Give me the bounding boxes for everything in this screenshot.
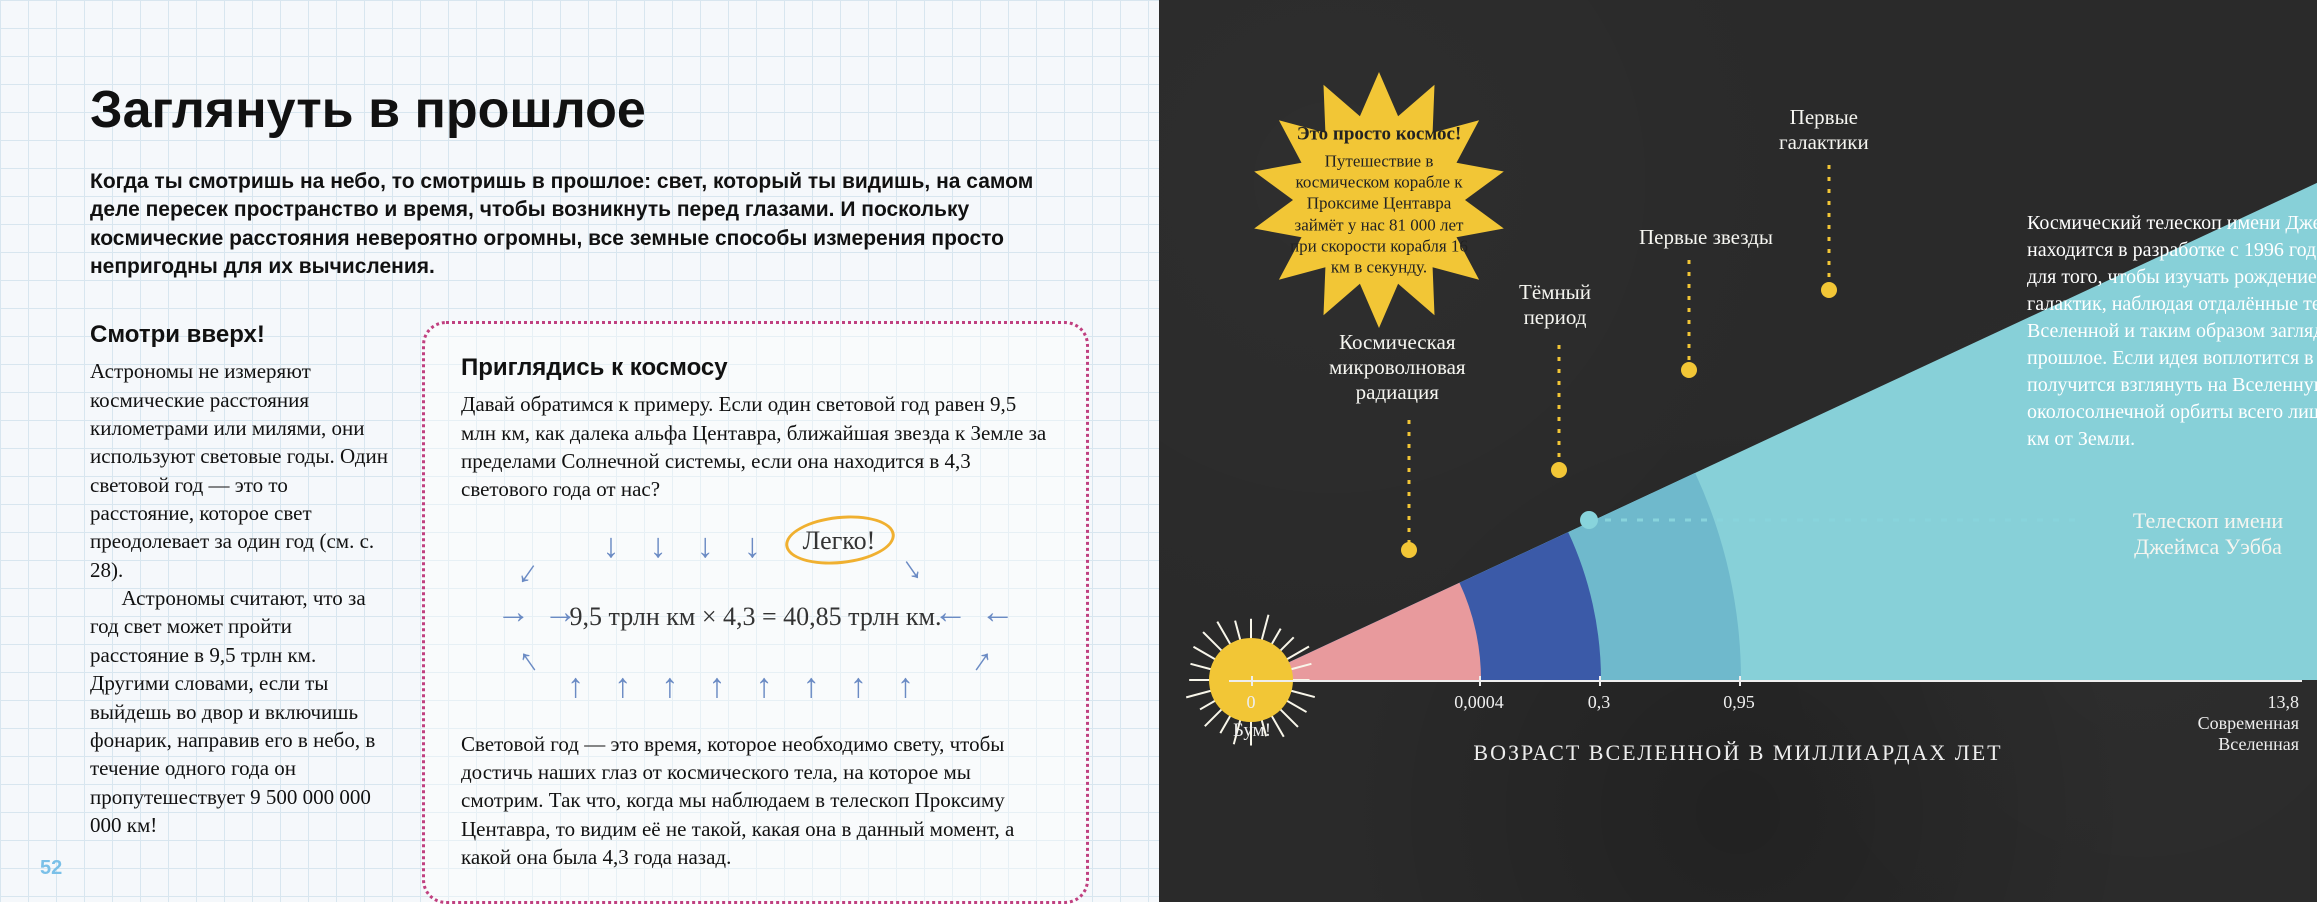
- axis-tick-label: 0,3: [1588, 692, 1611, 713]
- right-page: Первые галактики Первые звезды Тёмный пе…: [1159, 0, 2317, 902]
- axis-tick: [1739, 676, 1741, 686]
- arrow-icon: ↑: [803, 668, 820, 706]
- arrow-icon: ↑: [511, 640, 547, 681]
- arrow-icon: ↓: [602, 528, 619, 566]
- page-number: 52: [40, 857, 62, 880]
- arrow-icon: ↑: [756, 668, 773, 706]
- leader-dot-icon: [1681, 362, 1697, 378]
- space-box: Приглядись к космосу Давай обратимся к п…: [422, 321, 1089, 904]
- arrow-icon: ←: [981, 594, 1015, 632]
- column-right: Приглядись к космосу Давай обратимся к п…: [422, 321, 1089, 904]
- look-up-p2: Астрономы считают, что за год свет может…: [90, 584, 390, 839]
- webb-pointer-dot-icon: [1580, 511, 1598, 529]
- arrow-icon: ←: [934, 594, 968, 632]
- space-p2: Световой год — это время, которое необхо…: [461, 730, 1050, 872]
- look-up-heading: Смотри вверх!: [90, 321, 390, 349]
- label-dark-period: Тёмный период: [1519, 280, 1591, 330]
- starburst-text: Это просто космос! Путешествие в космиче…: [1284, 122, 1474, 277]
- leader-dot-icon: [1401, 542, 1417, 558]
- starburst-heading: Это просто космос!: [1284, 122, 1474, 146]
- arrow-icon: ↑: [567, 668, 584, 706]
- look-up-p1: Астрономы не измеряют космические рассто…: [90, 357, 390, 584]
- columns: Смотри вверх! Астрономы не измеряют косм…: [90, 321, 1089, 904]
- label-cmb: Космическая микроволновая радиация: [1329, 330, 1466, 405]
- axis-title: ВОЗРАСТ ВСЕЛЕННОЙ В МИЛЛИАРДАХ ЛЕТ: [1473, 740, 2002, 766]
- axis-tick: [1479, 676, 1481, 686]
- arrow-icon: ↑: [708, 668, 725, 706]
- label-first-galaxies: Первые галактики: [1779, 105, 1869, 155]
- arrow-icon: ↑: [897, 668, 914, 706]
- label-first-stars: Первые звезды: [1639, 225, 1773, 250]
- axis-tick-label: 0: [1247, 692, 1256, 713]
- column-left: Смотри вверх! Астрономы не измеряют косм…: [90, 321, 390, 904]
- left-page: Заглянуть в прошлое Когда ты смотришь на…: [0, 0, 1159, 902]
- starburst-callout: Это просто космос! Путешествие в космиче…: [1249, 70, 1509, 330]
- space-p1: Давай обратимся к примеру. Если один све…: [461, 390, 1050, 503]
- arrow-icon: ↑: [661, 668, 678, 706]
- look-up-body: Астрономы не измеряют космические рассто…: [90, 357, 390, 839]
- arrow-icon: ↓: [744, 528, 761, 566]
- equation-text: 9,5 трлн км × 4,3 = 40,85 трлн км.: [570, 602, 942, 632]
- page-title: Заглянуть в прошлое: [90, 80, 1089, 140]
- leader-dot-icon: [1551, 462, 1567, 478]
- label-webb-pointer: Телескоп имени Джеймса Уэбба: [2099, 508, 2317, 560]
- axis-tick-label: 0,95: [1723, 692, 1755, 713]
- webb-description: Космический телескоп имени Джеймса Уэбба…: [2027, 210, 2317, 453]
- arrow-icon: ↑: [850, 668, 867, 706]
- axis-tick-label: 0,0004: [1454, 692, 1504, 713]
- axis-end-label: 13,8 Современная Вселенная: [2198, 692, 2299, 755]
- arrow-icon: ↓: [894, 548, 930, 589]
- arrow-icon: ↓: [511, 552, 547, 593]
- arrow-icon: →: [496, 594, 530, 632]
- leader-dot-icon: [1821, 282, 1837, 298]
- timeline-axis: [1229, 680, 2302, 682]
- arrow-icon: ↓: [649, 528, 666, 566]
- arrow-icon: ↑: [965, 640, 1001, 681]
- intro-text: Когда ты смотришь на небо, то смотришь в…: [90, 168, 1070, 281]
- axis-tick: [1599, 676, 1601, 686]
- arrow-icon: ↑: [614, 668, 631, 706]
- equation-area: Легко! 9,5 трлн км × 4,3 = 40,85 трлн км…: [461, 522, 1050, 712]
- boom-label: Бум!: [1233, 720, 1271, 742]
- easy-label: Легко!: [803, 526, 876, 556]
- axis-tick: [1251, 676, 1253, 686]
- starburst-body: Путешествие в космическом корабле к Прок…: [1290, 151, 1468, 276]
- arrow-icon: ↓: [697, 528, 714, 566]
- arrow-icon: →: [543, 594, 577, 632]
- space-heading: Приглядись к космосу: [461, 354, 1050, 382]
